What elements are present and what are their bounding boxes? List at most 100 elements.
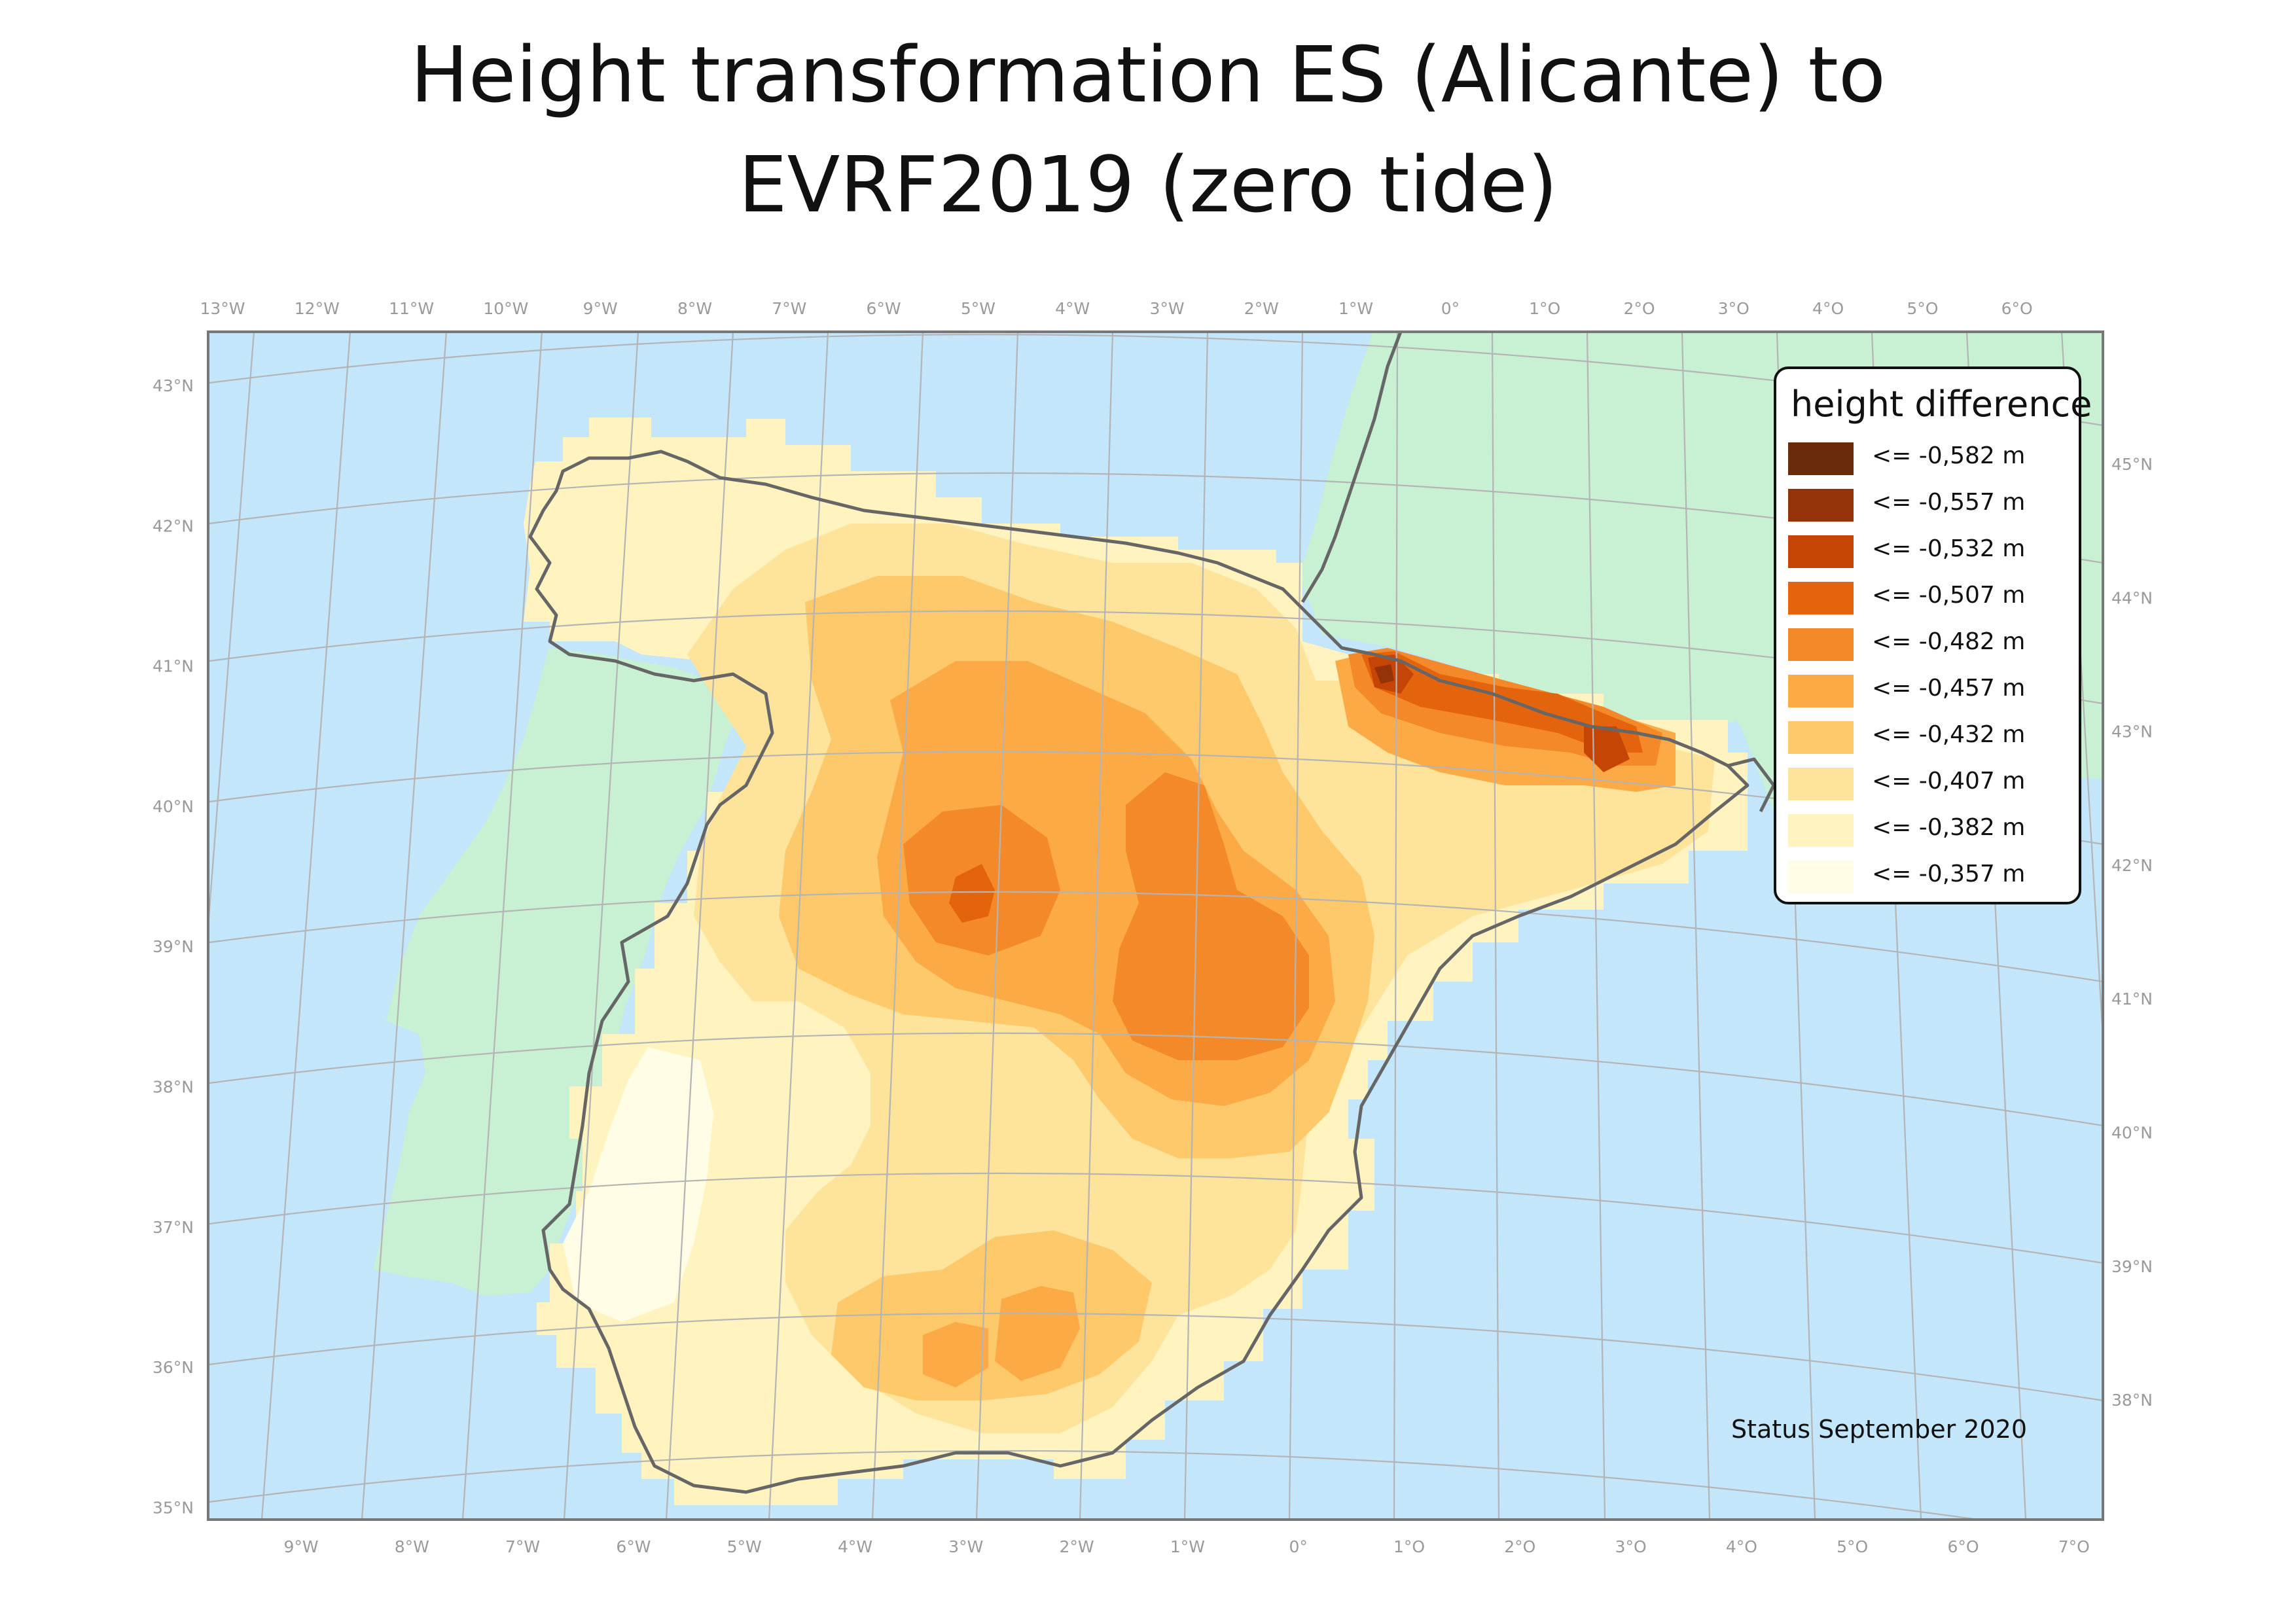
right-tick-label: 44°N (2111, 588, 2153, 607)
top-tick-label: 9°W (583, 299, 618, 318)
spain-grid-class-0507 (949, 864, 995, 923)
right-tick-label: 40°N (2111, 1124, 2153, 1143)
top-tick-label: 8°W (677, 299, 712, 318)
legend-item: <= -0,507 m (1788, 579, 2076, 615)
legend-swatch (1788, 814, 1854, 847)
left-tick-label: 36°N (152, 1358, 194, 1377)
legend-swatch (1788, 675, 1854, 707)
legend-swatch (1788, 535, 1854, 568)
spain-grid-class-0482-east (1113, 772, 1309, 1060)
left-tick-label: 35°N (152, 1498, 194, 1517)
pyrenees-grid-0532 (1368, 654, 1630, 772)
legend-swatch (1788, 721, 1854, 754)
legend-swatch (1788, 628, 1854, 661)
bottom-tick-label: 6°W (616, 1537, 651, 1556)
legend-swatch (1788, 861, 1854, 893)
top-tick-label: 5°W (961, 299, 996, 318)
left-tick-label: 42°N (152, 516, 194, 535)
right-tick-label: 38°N (2111, 1391, 2153, 1410)
bottom-tick-label: 4°O (1726, 1537, 1757, 1556)
bottom-tick-label: 7°W (505, 1537, 540, 1556)
map-title: Height transformation ES (Alicante) to E… (0, 20, 2296, 240)
bottom-tick-label: 7°O (2058, 1537, 2090, 1556)
legend-swatch (1788, 582, 1854, 615)
left-tick-label: 43°N (152, 376, 194, 395)
legend-label: <= -0,532 m (1872, 535, 2026, 562)
map-frame (207, 330, 2104, 1521)
left-tick-label: 41°N (152, 657, 194, 676)
legend-label: <= -0,407 m (1872, 768, 2026, 794)
top-tick-label: 0° (1441, 299, 1460, 318)
bottom-tick-label: 1°O (1393, 1537, 1425, 1556)
bottom-tick-label: 9°W (283, 1537, 318, 1556)
left-tick-label: 40°N (152, 797, 194, 816)
top-tick-label: 12°W (295, 299, 340, 318)
bottom-tick-label: 0° (1289, 1537, 1307, 1556)
right-tick-label: 45°N (2111, 455, 2153, 474)
legend-label: <= -0,557 m (1872, 489, 2026, 516)
spain-grid-south-0457-a (995, 1286, 1080, 1381)
pyrenees-grid-0557 (1374, 664, 1394, 684)
left-tick-label: 38°N (152, 1078, 194, 1097)
legend-item: <= -0,432 m (1788, 719, 2076, 754)
right-tick-label: 43°N (2111, 722, 2153, 741)
map-title-line-2: EVRF2019 (zero tide) (738, 139, 1558, 230)
bottom-tick-label: 5°W (727, 1537, 762, 1556)
spain-grid-south-0457-b (923, 1322, 988, 1387)
legend-label: <= -0,507 m (1872, 582, 2026, 609)
bottom-tick-label: 2°W (1060, 1537, 1094, 1556)
top-tick-label: 7°W (772, 299, 806, 318)
legend-item: <= -0,532 m (1788, 533, 2076, 568)
portugal-land (373, 648, 746, 1296)
legend-label: <= -0,382 m (1872, 814, 2026, 841)
top-tick-label: 5°O (1907, 299, 1938, 318)
right-tick-label: 39°N (2111, 1257, 2153, 1276)
right-tick-label: 41°N (2111, 990, 2153, 1008)
legend-item: <= -0,407 m (1788, 765, 2076, 800)
top-tick-label: 2°W (1244, 299, 1279, 318)
legend-item: <= -0,457 m (1788, 672, 2076, 707)
spain-grid-class-0357 (563, 1047, 713, 1322)
top-tick-label: 1°W (1338, 299, 1373, 318)
legend: height difference <= -0,582 m <= -0,557 m… (1774, 366, 2092, 904)
top-tick-label: 11°W (389, 299, 434, 318)
legend-label: <= -0,582 m (1872, 442, 2026, 469)
top-tick-label: 6°W (867, 299, 901, 318)
bottom-tick-label: 4°W (838, 1537, 872, 1556)
right-tick-label: 42°N (2111, 856, 2153, 875)
top-tick-label: 2°O (1623, 299, 1655, 318)
bottom-tick-label: 3°W (948, 1537, 983, 1556)
left-tick-label: 37°N (152, 1218, 194, 1237)
top-tick-label: 4°O (1812, 299, 1844, 318)
legend-swatch (1788, 768, 1854, 800)
legend-item: <= -0,482 m (1788, 626, 2076, 661)
bottom-tick-label: 2°O (1504, 1537, 1535, 1556)
top-tick-label: 10°W (483, 299, 528, 318)
axis-ticks: 13°W 12°W 11°W 10°W 9°W 8°W 7°W 6°W 5°W 4°W 3°W 2°W… (152, 299, 2153, 1556)
legend-item: <= -0,382 m (1788, 812, 2076, 847)
legend-swatch (1788, 442, 1854, 475)
top-tick-label: 4°W (1055, 299, 1090, 318)
bottom-tick-label: 1°W (1170, 1537, 1205, 1556)
legend-item: <= -0,582 m (1788, 440, 2076, 475)
country-borders (528, 332, 1776, 1494)
legend-label: <= -0,457 m (1872, 675, 2026, 702)
top-tick-label: 6°O (2001, 299, 2033, 318)
top-tick-label: 3°W (1149, 299, 1184, 318)
legend-swatch (1788, 489, 1854, 522)
graticule (208, 332, 2103, 1520)
bottom-tick-label: 3°O (1615, 1537, 1647, 1556)
legend-item: <= -0,557 m (1788, 486, 2076, 522)
left-tick-label: 39°N (152, 937, 194, 956)
bottom-tick-label: 8°W (395, 1537, 429, 1556)
legend-label: <= -0,357 m (1872, 861, 2026, 887)
legend-label: <= -0,432 m (1872, 721, 2026, 748)
bottom-tick-label: 6°O (1947, 1537, 1979, 1556)
top-tick-label: 1°O (1529, 299, 1560, 318)
top-tick-label: 3°O (1718, 299, 1749, 318)
legend-label: <= -0,482 m (1872, 628, 2026, 655)
top-tick-label: 13°W (200, 299, 245, 318)
map-title-line-1: Height transformation ES (Alicante) to (410, 29, 1886, 120)
bottom-tick-label: 5°O (1837, 1537, 1868, 1556)
spain-grid-south-0432 (831, 1230, 1152, 1400)
